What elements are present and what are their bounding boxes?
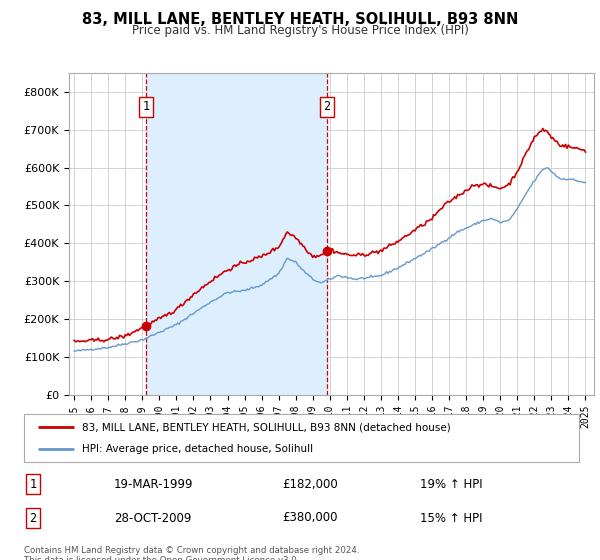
Text: £380,000: £380,000	[282, 511, 337, 525]
Text: 2: 2	[323, 100, 330, 113]
Text: 2: 2	[29, 511, 37, 525]
Text: 83, MILL LANE, BENTLEY HEATH, SOLIHULL, B93 8NN: 83, MILL LANE, BENTLEY HEATH, SOLIHULL, …	[82, 12, 518, 27]
Text: 19% ↑ HPI: 19% ↑ HPI	[420, 478, 482, 491]
Text: 1: 1	[29, 478, 37, 491]
Text: Price paid vs. HM Land Registry's House Price Index (HPI): Price paid vs. HM Land Registry's House …	[131, 24, 469, 36]
Bar	[146, 73, 327, 395]
Text: 15% ↑ HPI: 15% ↑ HPI	[420, 511, 482, 525]
Text: Contains HM Land Registry data © Crown copyright and database right 2024.
This d: Contains HM Land Registry data © Crown c…	[24, 546, 359, 560]
Text: 19-MAR-1999: 19-MAR-1999	[114, 478, 193, 491]
Text: 28-OCT-2009: 28-OCT-2009	[114, 511, 191, 525]
Text: 83, MILL LANE, BENTLEY HEATH, SOLIHULL, B93 8NN (detached house): 83, MILL LANE, BENTLEY HEATH, SOLIHULL, …	[82, 422, 451, 432]
Text: £182,000: £182,000	[282, 478, 338, 491]
Text: HPI: Average price, detached house, Solihull: HPI: Average price, detached house, Soli…	[82, 444, 313, 454]
Text: 1: 1	[142, 100, 149, 113]
FancyBboxPatch shape	[24, 414, 579, 462]
